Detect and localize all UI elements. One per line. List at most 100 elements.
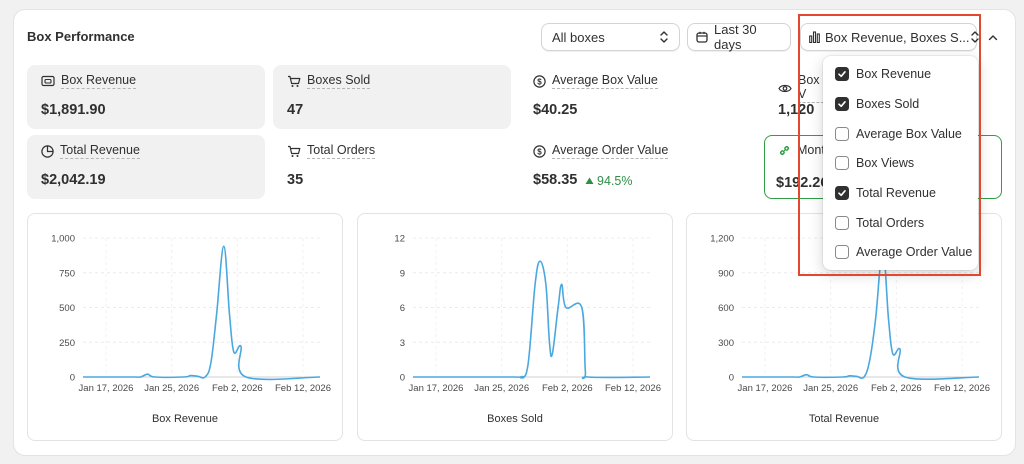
checkmark-icon [838, 101, 846, 108]
y-tick-label: 250 [59, 338, 75, 349]
metric-label: Average Box Value [552, 73, 658, 89]
checkbox[interactable] [835, 156, 849, 170]
x-tick-label: Jan 25, 2026 [144, 383, 199, 394]
chevron-updown-icon [659, 30, 669, 44]
metric-value: 1,120 [778, 102, 815, 118]
series-line [413, 260, 651, 380]
dropdown-option-box-views[interactable]: Box Views [835, 156, 914, 170]
chart-card-boxes-sold: 0 3 6 9 12 Jan 17, 2026 Jan 25, 2026 Feb 2, 202… [357, 213, 673, 441]
chart-caption: Box Revenue [151, 413, 219, 425]
series-line [742, 248, 980, 381]
dropdown-option-box-revenue[interactable]: Box Revenue [835, 67, 931, 81]
dropdown-option-boxes-sold[interactable]: Boxes Sold [835, 97, 919, 111]
metric-value: 47 [287, 102, 304, 118]
collapse-button[interactable] [985, 30, 1001, 44]
y-tick-label: 12 [394, 234, 405, 245]
metric-total-orders[interactable]: Total Orders 35 [273, 135, 511, 199]
chart-caption: Total Revenue [808, 413, 880, 425]
x-tick-label: Feb 2, 2026 [871, 383, 922, 394]
arrow-up-icon [585, 177, 594, 185]
y-tick-label: 900 [718, 268, 734, 279]
metric-value: $2,042.19 [41, 172, 106, 188]
eye-icon [778, 83, 792, 94]
x-tick-label: Feb 12, 2026 [275, 383, 331, 394]
chart-card-box-revenue: 0 250 500 750 1,000 Jan 17, 2026 Jan 25, 2026 F… [27, 213, 343, 441]
dropdown-option-total-orders[interactable]: Total Orders [835, 216, 924, 230]
dollar-circle-icon: $ [533, 74, 546, 88]
metric-value: $58.35 [533, 172, 578, 188]
x-tick-label: Feb 12, 2026 [605, 383, 661, 394]
checkbox[interactable] [835, 245, 849, 259]
option-label: Boxes Sold [856, 97, 920, 111]
checkbox[interactable] [835, 186, 849, 200]
revenue-chart-icon [41, 144, 54, 158]
metric-value: $40.25 [533, 102, 578, 118]
metric-label: Total Orders [307, 143, 376, 159]
y-tick-label: 300 [718, 338, 734, 349]
y-tick-label: 1,200 [710, 234, 734, 245]
y-tick-label: 500 [59, 303, 75, 314]
x-tick-label: Feb 12, 2026 [934, 383, 990, 394]
metric-box-views[interactable]: Box V 1,120 [764, 65, 824, 129]
chart-caption: Boxes Sold [487, 413, 543, 425]
metric-value: $192.26 [776, 175, 826, 191]
metric-average-box-value[interactable]: $ Average Box Value $40.25 [519, 65, 757, 129]
option-label: Box Revenue [856, 67, 932, 81]
checkbox[interactable] [835, 67, 849, 81]
checkbox[interactable] [835, 216, 849, 230]
metric-label: Mont [797, 143, 825, 157]
boxes-select-value: All boxes [552, 29, 605, 45]
y-tick-label: 600 [718, 303, 734, 314]
metrics-dropdown-menu: Box Revenue Boxes Sold Average Box Value… [823, 56, 978, 270]
series-line [83, 245, 321, 381]
metric-value: $1,891.90 [41, 102, 106, 118]
metric-total-revenue[interactable]: Total Revenue $2,042.19 [27, 135, 265, 199]
checkmark-icon [838, 190, 846, 197]
x-tick-label: Jan 25, 2026 [803, 383, 858, 394]
metric-delta: 94.5% [585, 174, 632, 188]
option-label: Total Orders [856, 216, 925, 230]
dropdown-option-average-order-value[interactable]: Average Order Value [835, 245, 972, 259]
x-tick-label: Jan 17, 2026 [409, 383, 464, 394]
option-label: Box Views [856, 156, 915, 170]
y-tick-label: 1,000 [51, 234, 75, 245]
metric-boxes-sold[interactable]: Boxes Sold 47 [273, 65, 511, 129]
svg-text:$: $ [537, 77, 542, 86]
boxes-select[interactable]: All boxes [541, 23, 680, 51]
metric-average-order-value[interactable]: $ Average Order Value $58.35 94.5% [519, 135, 757, 199]
chart-boxes-sold: 0 3 6 9 12 Jan 17, 2026 Jan 25, 2026 Feb 2, 202… [394, 234, 661, 395]
x-tick-label: Jan 17, 2026 [79, 383, 134, 394]
checkbox[interactable] [835, 127, 849, 141]
card-title: Box Performance [27, 29, 135, 44]
y-tick-label: 0 [400, 373, 405, 384]
checkbox[interactable] [835, 97, 849, 111]
y-tick-label: 3 [400, 338, 405, 349]
metric-label: Boxes Sold [307, 73, 371, 89]
x-tick-label: Jan 17, 2026 [738, 383, 793, 394]
box-revenue-icon [41, 75, 55, 87]
option-label: Average Order Value [856, 245, 973, 259]
metric-delta-value: 94.5% [597, 174, 633, 188]
y-tick-label: 9 [400, 268, 405, 279]
chevron-up-icon [988, 34, 998, 41]
bar-chart-icon [809, 31, 820, 43]
date-range-label: Last 30 days [714, 22, 757, 52]
date-range-button[interactable]: Last 30 days [687, 22, 791, 52]
dropdown-option-total-revenue[interactable]: Total Revenue [835, 186, 936, 200]
metric-value: 35 [287, 172, 304, 188]
link-icon [778, 144, 791, 157]
cart-icon [287, 75, 301, 88]
chart-total-revenue: 0 300 600 900 1,200 Jan 17, 2026 Jan 25, 2026 F… [710, 234, 990, 395]
metric-label: Box V [798, 73, 824, 103]
x-tick-label: Jan 25, 2026 [474, 383, 529, 394]
metric-monthly[interactable]: Mont $192.26 [764, 135, 826, 199]
x-tick-label: Feb 2, 2026 [212, 383, 263, 394]
option-label: Total Revenue [856, 186, 936, 200]
checkmark-icon [838, 71, 846, 78]
option-label: Average Box Value [856, 127, 962, 141]
metrics-select[interactable]: Box Revenue, Boxes S... [800, 23, 979, 51]
metric-box-revenue[interactable]: Box Revenue $1,891.90 [27, 65, 265, 129]
dropdown-option-average-box-value[interactable]: Average Box Value [835, 127, 962, 141]
y-tick-label: 0 [70, 373, 75, 384]
svg-text:$: $ [537, 147, 542, 156]
